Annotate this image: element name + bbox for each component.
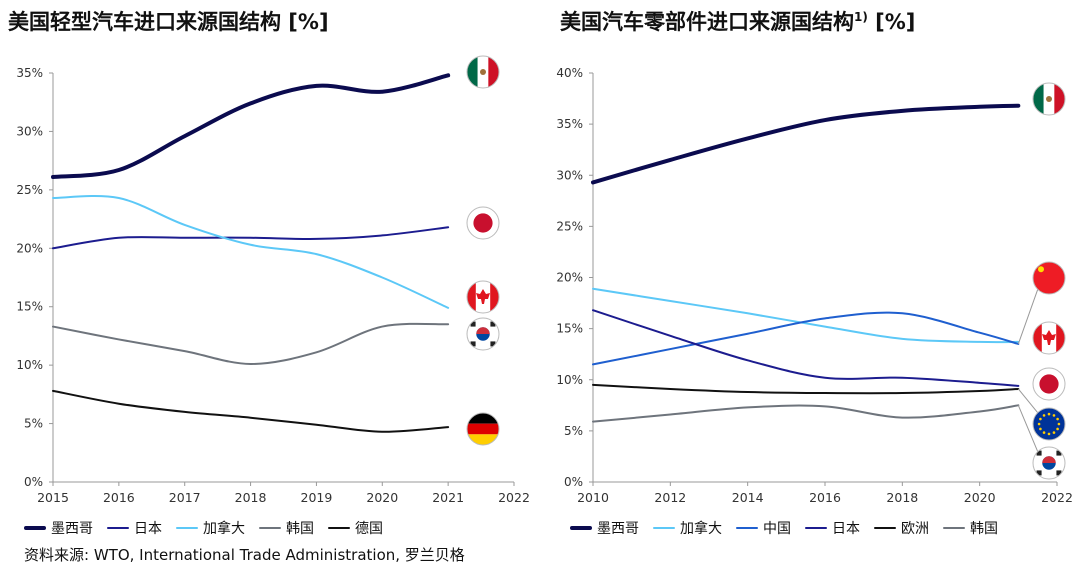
legend-item: 韩国 (943, 518, 998, 538)
mexico-flag-icon (466, 55, 500, 89)
y-tick-label: 25% (556, 219, 583, 233)
x-tick-label: 2010 (577, 490, 609, 505)
legend-item: 墨西哥 (24, 518, 93, 538)
y-tick-label: 30% (556, 168, 583, 182)
eu-flag-icon (1032, 407, 1066, 441)
right-title-footnote: 1) (854, 10, 868, 24)
series-line-mexico (51, 73, 451, 180)
legend-swatch (259, 527, 281, 529)
flag-leader-line (1017, 405, 1039, 452)
legend-item: 德国 (328, 518, 383, 538)
series-line-korea (52, 322, 450, 365)
china-flag-icon (1032, 261, 1066, 295)
legend-swatch (570, 526, 592, 530)
x-tick-label: 2012 (654, 490, 686, 505)
legend-swatch (107, 527, 129, 529)
x-tick-label: 2019 (301, 490, 333, 505)
x-tick-label: 2016 (809, 490, 841, 505)
legend-item: 韩国 (259, 518, 314, 538)
series-line-canada (52, 195, 450, 309)
legend-swatch (24, 526, 46, 530)
legend-swatch (176, 527, 198, 529)
legend-swatch (328, 527, 350, 529)
canada-flag-icon (1032, 321, 1066, 355)
series-line-japan (592, 309, 1020, 387)
y-tick-label: 15% (556, 322, 583, 336)
x-tick-label: 2021 (432, 490, 464, 505)
legend-label: 韩国 (970, 521, 998, 537)
x-tick-label: 2017 (169, 490, 201, 505)
left-chart-title: 美国轻型汽车进口来源国结构 [%] (8, 10, 329, 34)
legend-label: 中国 (763, 521, 791, 537)
y-tick-label: 30% (16, 124, 43, 138)
y-tick-label: 5% (24, 417, 43, 431)
legend-item: 日本 (805, 518, 860, 538)
right-title-text: 美国汽车零部件进口来源国结构 (560, 10, 854, 34)
korea-flag-icon (1032, 446, 1066, 480)
legend-swatch (653, 527, 675, 529)
legend-label: 欧洲 (901, 521, 929, 537)
legend-swatch (943, 527, 965, 529)
y-tick-label: 0% (24, 475, 43, 489)
legend-label: 日本 (134, 521, 162, 537)
legend-item: 加拿大 (176, 518, 245, 538)
right-title-unit: [%] (867, 10, 916, 34)
x-tick-label: 2015 (37, 490, 69, 505)
y-tick-label: 20% (556, 271, 583, 285)
series-line-eu (592, 383, 1020, 395)
flag-leader-line (1017, 289, 1039, 345)
x-tick-label: 2018 (235, 490, 267, 505)
flag-leader-line (1017, 388, 1039, 414)
series-line-germany (52, 389, 450, 433)
source-note: 资料来源: WTO, International Trade Administr… (24, 546, 465, 564)
legend-item: 墨西哥 (570, 518, 639, 538)
legend-item: 加拿大 (653, 518, 722, 538)
legend-label: 加拿大 (680, 521, 722, 537)
y-tick-label: 25% (16, 183, 43, 197)
legend-label: 德国 (355, 521, 383, 537)
legend-swatch (805, 527, 827, 529)
canada-flag-icon (466, 280, 500, 314)
legend-swatch (736, 527, 758, 529)
series-line-korea (592, 404, 1020, 423)
x-tick-label: 2016 (103, 490, 135, 505)
legend-label: 加拿大 (203, 521, 245, 537)
right-chart-title: 美国汽车零部件进口来源国结构1) [%] (560, 6, 915, 36)
germany-flag-icon (466, 412, 500, 446)
legend-swatch (874, 527, 896, 529)
x-tick-label: 2022 (498, 490, 530, 505)
legend-label: 墨西哥 (597, 521, 639, 537)
legend-item: 欧洲 (874, 518, 929, 538)
korea-flag-icon (466, 317, 500, 351)
legend-label: 韩国 (286, 521, 314, 537)
series-line-canada (592, 287, 1020, 344)
y-tick-label: 35% (556, 117, 583, 131)
x-tick-label: 2020 (964, 490, 996, 505)
japan-flag-icon (466, 206, 500, 240)
left-legend: 墨西哥 日本 加拿大 韩国 德国 (24, 518, 383, 538)
legend-item: 中国 (736, 518, 791, 538)
mexico-flag-icon (1032, 82, 1066, 116)
x-tick-label: 2018 (886, 490, 918, 505)
series-line-japan (52, 226, 450, 250)
x-tick-label: 2014 (732, 490, 764, 505)
y-tick-label: 10% (16, 358, 43, 372)
y-tick-label: 20% (16, 241, 43, 255)
y-tick-label: 15% (16, 300, 43, 314)
y-tick-label: 10% (556, 373, 583, 387)
y-tick-label: 40% (556, 66, 583, 80)
y-tick-label: 0% (564, 475, 583, 489)
legend-label: 日本 (832, 521, 860, 537)
legend-label: 墨西哥 (51, 521, 93, 537)
y-tick-label: 35% (16, 66, 43, 80)
x-tick-label: 2022 (1041, 490, 1073, 505)
series-line-china (592, 311, 1020, 366)
legend-item: 日本 (107, 518, 162, 538)
x-tick-label: 2020 (366, 490, 398, 505)
japan-flag-icon (1032, 367, 1066, 401)
series-line-mexico (591, 103, 1021, 185)
right-legend: 墨西哥 加拿大 中国 日本 欧洲 韩国 (570, 518, 998, 538)
y-tick-label: 5% (564, 424, 583, 438)
